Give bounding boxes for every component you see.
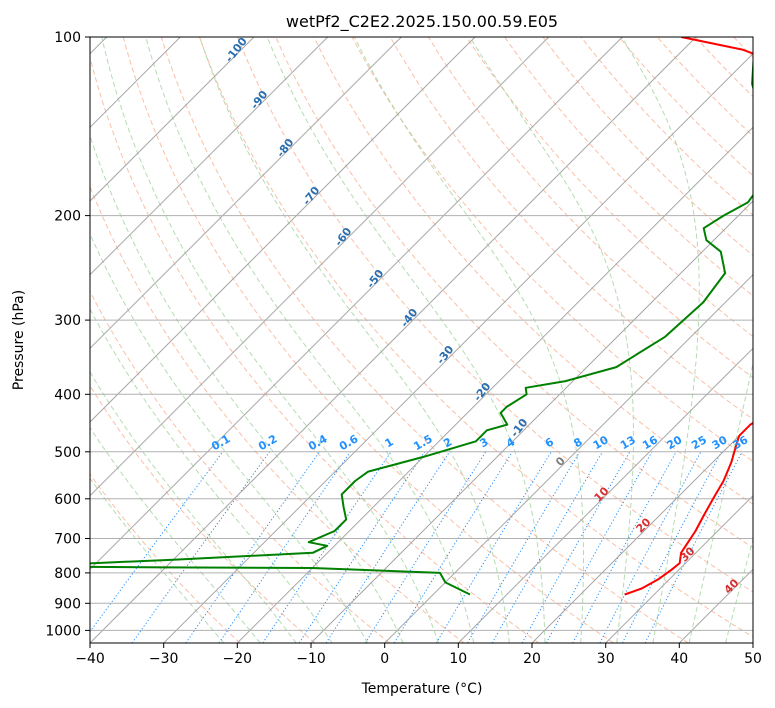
temperature-profile (624, 37, 753, 596)
dry-adiabat (237, 37, 753, 593)
dry-adiabat (199, 37, 753, 638)
dry-adiabat (90, 384, 316, 643)
dewpoint-profile (90, 52, 753, 596)
mixing-ratio-line (491, 451, 603, 643)
dry-adiabat (160, 37, 689, 643)
isotherm (90, 37, 255, 202)
mixing-ratio-line (131, 451, 271, 643)
x-tick-label: 20 (523, 651, 541, 667)
isotherm (90, 37, 550, 497)
isotherm (236, 126, 753, 643)
x-tick-label: −20 (223, 651, 253, 667)
mixing-ratio-line (364, 451, 487, 643)
y-tick-label: 800 (54, 566, 81, 582)
mixing-ratio-line (435, 451, 552, 643)
mixing-ratio-line (599, 451, 702, 643)
isotherm (384, 273, 753, 643)
y-tick-label: 100 (54, 30, 81, 46)
y-axis-label: Pressure (hPa) (11, 290, 27, 390)
isotherm (457, 347, 753, 643)
moist-adiabat (688, 361, 753, 643)
moist-adiabat (621, 37, 700, 643)
mixing-ratio-line (262, 451, 392, 643)
mixing-ratio-line (185, 451, 321, 643)
x-tick-label: 10 (449, 651, 467, 667)
mixing-ratio-line (521, 451, 631, 643)
x-tick-label: 30 (597, 651, 615, 667)
y-tick-label: 1000 (45, 623, 81, 639)
x-tick-label: −10 (296, 651, 326, 667)
dry-adiabat (90, 473, 241, 643)
x-tick-label: −40 (75, 651, 105, 667)
moist-adiabat (725, 537, 753, 643)
mixing-ratio-line (545, 451, 653, 643)
y-tick-label: 400 (54, 387, 81, 403)
chart-title: wetPf2_C2E2.2025.150.00.59.E05 (286, 12, 558, 32)
isotherm (90, 37, 697, 643)
mixing-ratio-line (467, 451, 581, 643)
isotherm (163, 52, 753, 643)
isotherm (90, 37, 329, 276)
moist-adiabat (266, 37, 546, 643)
moist-adiabat (354, 37, 584, 643)
y-tick-label: 900 (54, 596, 81, 612)
isotherm (90, 37, 402, 350)
mixing-ratio-line (298, 451, 426, 643)
y-tick-label: 700 (54, 532, 81, 548)
plot-frame (89, 36, 754, 644)
x-tick-label: −30 (149, 651, 179, 667)
moist-adiabat (90, 371, 297, 643)
isotherm (310, 200, 753, 643)
moist-adiabat (90, 232, 369, 643)
isotherm (531, 421, 753, 643)
moist-adiabat (90, 477, 225, 643)
dry-adiabat (427, 37, 753, 379)
dry-adiabat (504, 37, 753, 297)
isotherm (605, 494, 753, 643)
mixing-ratio-line (572, 451, 677, 643)
dry-adiabat (90, 55, 540, 643)
x-axis-label: Temperature (°C) (361, 681, 483, 697)
moist-adiabat (101, 37, 439, 643)
moist-adiabat (199, 37, 510, 643)
moist-adiabat (90, 134, 404, 643)
dry-adiabat (90, 185, 465, 643)
isotherm (90, 37, 623, 571)
y-tick-label: 200 (54, 209, 81, 225)
moist-adiabat (145, 37, 475, 643)
dry-adiabat (275, 37, 753, 549)
y-tick-label: 600 (54, 492, 81, 508)
x-tick-label: 40 (670, 651, 688, 667)
y-tick-label: 500 (54, 445, 81, 461)
isotherm (90, 37, 476, 423)
moist-adiabat (90, 307, 333, 643)
dry-adiabat (351, 37, 753, 463)
moist-adiabat (90, 426, 261, 643)
dry-adiabat (90, 290, 390, 643)
dry-adiabat (122, 37, 614, 643)
y-tick-label: 300 (54, 313, 81, 329)
x-tick-label: 50 (744, 651, 762, 667)
mixing-ratio-line (325, 451, 451, 643)
x-tick-label: 0 (380, 651, 389, 667)
